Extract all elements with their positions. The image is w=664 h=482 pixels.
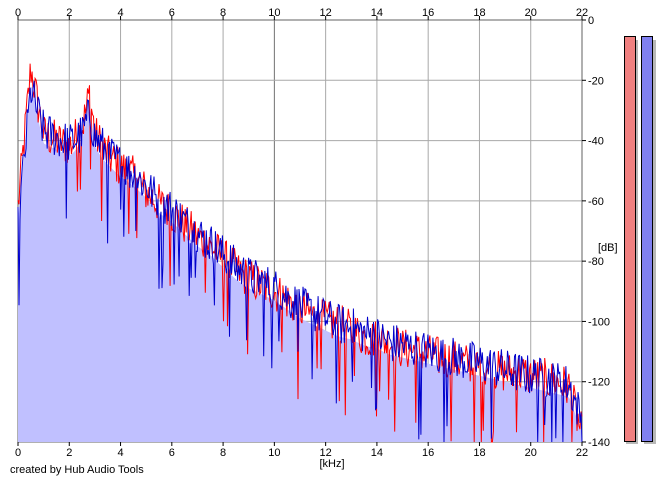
x-tick-label-bottom: 10: [268, 447, 280, 459]
x-tick-label-top: 10: [268, 7, 280, 19]
x-tick-label-top: 12: [320, 7, 332, 19]
x-tick-label-top: 2: [66, 7, 72, 19]
y-tick-label: -100: [588, 316, 610, 328]
y-tick-label: -40: [588, 136, 604, 148]
x-tick-label-top: 6: [169, 7, 175, 19]
x-tick-label-top: 16: [422, 7, 434, 19]
y-tick-label: -120: [588, 377, 610, 389]
x-tick-label-bottom: 20: [525, 447, 537, 459]
x-tick-label-top: 22: [576, 7, 588, 19]
x-tick-label-bottom: 16: [422, 447, 434, 459]
credit-text: created by Hub Audio Tools: [10, 464, 144, 476]
blue-channel-line: [17, 80, 583, 443]
x-tick-label-top: 14: [371, 7, 383, 19]
left-level-meter: [624, 36, 636, 442]
y-axis-label: [dB]: [598, 242, 618, 254]
x-tick-label-top: 20: [525, 7, 537, 19]
x-tick-label-top: 4: [117, 7, 123, 19]
x-tick-label-top: 8: [220, 7, 226, 19]
x-tick-label-bottom: 4: [117, 447, 123, 459]
x-tick-label-bottom: 6: [169, 447, 175, 459]
x-tick-label-top: 0: [15, 7, 21, 19]
x-tick-label-bottom: 14: [371, 447, 383, 459]
y-tick-label: -140: [588, 437, 610, 449]
y-tick-label: -80: [588, 256, 604, 268]
x-tick-label-bottom: 8: [220, 447, 226, 459]
x-tick-label-bottom: 0: [15, 447, 21, 459]
level-meters: [620, 36, 656, 452]
x-tick-label-bottom: 2: [66, 447, 72, 459]
y-tick-labels: 0 -20 -40 -60 -80 -100 -120 -140: [582, 15, 610, 449]
y-tick-label: -60: [588, 196, 604, 208]
x-tick-labels-top: 0 2 4 6 8 10 12 14 16 18 20 22: [15, 7, 588, 20]
y-tick-label: -20: [588, 75, 604, 87]
y-tick-label: 0: [588, 15, 594, 27]
spectrum-series-lines: [17, 63, 583, 443]
x-tick-labels-bottom: 0 2 4 6 8 10 12 14 16 18 20 22: [15, 442, 588, 459]
right-level-meter: [641, 36, 653, 442]
x-axis-label: [kHz]: [319, 458, 344, 470]
x-tick-label-bottom: 18: [473, 447, 485, 459]
spectrum-fill: [18, 86, 582, 443]
spectrum-fill-area: [18, 86, 582, 443]
x-tick-label-top: 18: [473, 7, 485, 19]
x-tick-label-bottom: 22: [576, 447, 588, 459]
x-tick-label-bottom: 12: [320, 447, 332, 459]
